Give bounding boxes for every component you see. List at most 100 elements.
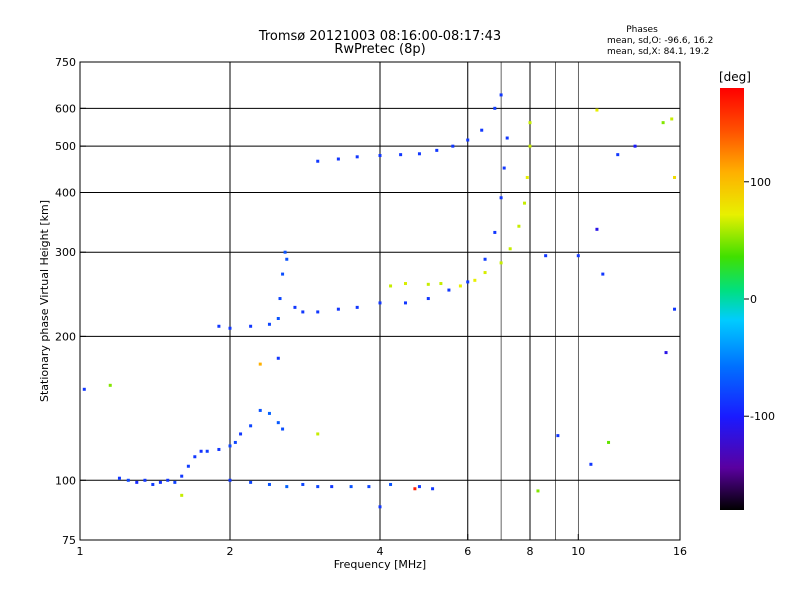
data-point xyxy=(466,138,470,142)
data-point xyxy=(378,154,382,158)
data-point xyxy=(378,301,382,305)
data-point xyxy=(151,482,155,486)
data-point xyxy=(228,326,232,330)
data-point xyxy=(117,476,121,480)
data-point xyxy=(439,282,443,286)
data-point xyxy=(126,478,130,482)
data-point xyxy=(499,196,503,200)
data-point xyxy=(158,480,162,484)
data-point xyxy=(217,447,221,451)
data-point xyxy=(633,144,637,148)
data-point xyxy=(267,482,271,486)
data-point xyxy=(508,247,512,251)
x-tick-label: 10 xyxy=(571,545,585,558)
data-point xyxy=(166,478,170,482)
data-point xyxy=(523,201,527,205)
data-points xyxy=(82,93,677,509)
data-point xyxy=(199,449,203,453)
stats-line-x: mean, sd,X: 84.1, 19.2 xyxy=(607,47,709,57)
data-point xyxy=(205,449,209,453)
y-tick-label: 750 xyxy=(55,56,76,69)
stats-line-o: mean, sd,O: -96.6, 16.2 xyxy=(607,36,713,46)
data-point xyxy=(143,478,147,482)
data-point xyxy=(595,227,599,231)
data-point xyxy=(451,144,455,148)
data-point xyxy=(544,254,548,258)
y-tick-label: 600 xyxy=(55,102,76,115)
data-point xyxy=(316,310,320,314)
data-point xyxy=(426,297,430,301)
data-point xyxy=(403,282,407,286)
data-point xyxy=(576,254,580,258)
data-point xyxy=(217,324,221,328)
data-point xyxy=(186,464,190,468)
data-point xyxy=(673,307,677,311)
data-point xyxy=(276,421,280,425)
data-point xyxy=(301,310,305,314)
data-point xyxy=(249,480,253,484)
data-point xyxy=(664,351,668,355)
y-tick-label: 100 xyxy=(55,474,76,487)
x-tick-label: 4 xyxy=(377,545,384,558)
data-point xyxy=(447,288,451,292)
data-point xyxy=(301,482,305,486)
data-point xyxy=(233,440,237,444)
x-tick-label: 16 xyxy=(673,545,687,558)
data-point xyxy=(673,175,677,179)
data-point xyxy=(601,272,605,276)
data-point xyxy=(108,383,112,387)
colorbar-label: [deg] xyxy=(719,70,751,84)
data-point xyxy=(228,478,232,482)
data-point xyxy=(480,128,484,132)
data-point xyxy=(517,224,521,228)
x-tick-label: 2 xyxy=(227,545,234,558)
y-axis-ticks: 75 100 200 300 400 500 600 750 xyxy=(55,56,86,547)
data-point xyxy=(355,305,359,309)
data-point xyxy=(483,271,487,275)
data-point xyxy=(316,485,320,489)
data-point xyxy=(458,284,462,288)
data-point xyxy=(389,482,393,486)
data-point xyxy=(661,121,665,125)
data-point xyxy=(135,480,139,484)
data-point xyxy=(276,316,280,320)
data-point xyxy=(399,153,403,157)
data-point xyxy=(499,261,503,265)
data-point xyxy=(528,121,532,125)
data-point xyxy=(426,282,430,286)
data-point xyxy=(589,462,593,466)
data-point xyxy=(180,474,184,478)
data-point xyxy=(435,148,439,152)
data-point xyxy=(82,387,86,391)
x-tick-label: 6 xyxy=(464,545,471,558)
x-axis-ticks: 1 2 4 6 8 10 16 xyxy=(77,534,687,558)
y-axis-label: Stationary phase Virtual Height [km] xyxy=(38,200,51,402)
data-point xyxy=(285,257,289,261)
chart-title: Tromsø 20121003 08:16:00-08:17:43 xyxy=(258,29,501,44)
data-point xyxy=(403,301,407,305)
data-point xyxy=(258,408,262,412)
colorbar-tick-label: 0 xyxy=(750,293,757,306)
data-point xyxy=(483,257,487,261)
data-point xyxy=(607,440,611,444)
y-tick-label: 500 xyxy=(55,140,76,153)
data-point xyxy=(502,166,506,170)
y-tick-label: 400 xyxy=(55,186,76,199)
data-point xyxy=(193,455,197,459)
data-point xyxy=(278,297,282,301)
data-point xyxy=(466,280,470,284)
data-point xyxy=(267,411,271,415)
x-axis-label: Frequency [MHz] xyxy=(334,558,426,571)
data-point xyxy=(316,159,320,163)
data-point xyxy=(173,480,177,484)
colorbar-ticks: 100 0 -100 xyxy=(744,176,775,423)
stats-heading: Phases xyxy=(626,25,658,35)
data-point xyxy=(239,432,243,436)
data-point xyxy=(180,493,184,497)
data-point xyxy=(378,505,382,509)
y-tick-label: 200 xyxy=(55,330,76,343)
data-point xyxy=(431,487,435,491)
y-tick-label: 75 xyxy=(62,534,76,547)
data-point xyxy=(525,175,529,179)
